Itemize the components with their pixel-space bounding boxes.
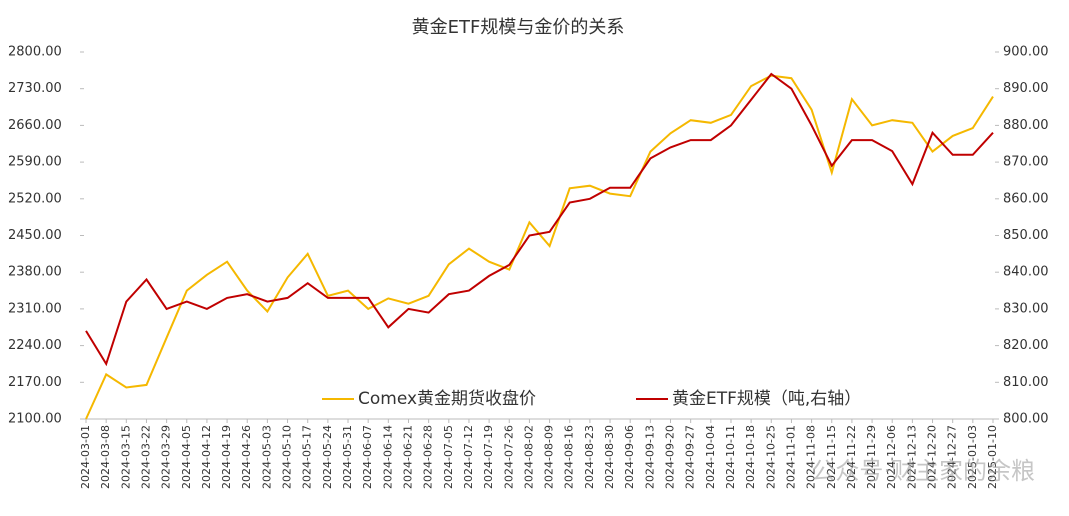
legend-label: 黄金ETF规模（吨,右轴）: [672, 389, 861, 409]
x-tick-label: 2024-11-22: [845, 425, 858, 489]
x-tick-label: 2024-06-14: [381, 425, 394, 489]
x-tick-label: 2024-03-22: [139, 425, 152, 489]
x-tick-label: 2024-03-15: [119, 425, 132, 489]
y-tick-label: 2800.00: [8, 45, 62, 60]
x-tick-label: 2024-04-05: [180, 425, 193, 489]
x-tick-label: 2024-11-08: [805, 425, 818, 489]
x-tick-label: 2024-05-03: [260, 425, 273, 489]
y2-tick-label: 820.00: [1003, 338, 1049, 353]
series-line: [85, 72, 994, 367]
x-tick-label: 2024-10-25: [764, 425, 777, 489]
x-tick-label: 2024-05-24: [321, 425, 334, 489]
x-tick-label: 2024-03-01: [79, 425, 92, 489]
x-tick-label: 2024-07-19: [482, 425, 495, 489]
x-tick-label: 2024-04-19: [220, 425, 233, 489]
x-tick-label: 2024-04-12: [200, 425, 213, 489]
x-tick-label: 2024-04-26: [240, 425, 253, 489]
x-tick-label: 2024-10-18: [744, 425, 757, 489]
y2-tick-label: 810.00: [1003, 375, 1049, 390]
x-tick-label: 2024-09-20: [664, 425, 677, 489]
x-tick-label: 2024-03-29: [160, 425, 173, 489]
y2-tick-label: 840.00: [1003, 265, 1049, 280]
x-tick-label: 2024-03-08: [99, 425, 112, 489]
y-tick-label: 2170.00: [8, 375, 62, 390]
x-tick-label: 2024-07-12: [462, 425, 475, 489]
x-tick-label: 2024-09-13: [643, 425, 656, 489]
x-tick-label: 2024-10-04: [704, 425, 717, 489]
y2-tick-label: 870.00: [1003, 155, 1049, 170]
y2-tick-label: 800.00: [1003, 412, 1049, 427]
y-tick-label: 2730.00: [8, 81, 62, 96]
y2-tick-label: 850.00: [1003, 228, 1049, 243]
x-tick-label: 2025-01-10: [986, 425, 999, 489]
y2-tick-label: 860.00: [1003, 191, 1049, 206]
x-tick-label: 2024-08-16: [563, 425, 576, 489]
y2-tick-label: 890.00: [1003, 81, 1049, 96]
x-tick-label: 2024-11-01: [784, 425, 797, 489]
legend-label: Comex黄金期货收盘价: [358, 389, 536, 409]
x-tick-label: 2024-07-26: [502, 425, 515, 489]
x-tick-label: 2024-08-09: [543, 425, 556, 489]
x-tick-label: 2024-08-30: [603, 425, 616, 489]
x-tick-label: 2024-06-28: [422, 425, 435, 489]
y2-tick-label: 880.00: [1003, 118, 1049, 133]
x-tick-label: 2024-11-15: [825, 425, 838, 489]
watermark: 公众号·财主家的余粮: [811, 457, 1035, 485]
y-tick-label: 2100.00: [8, 412, 62, 427]
y-tick-label: 2520.00: [8, 191, 62, 206]
series-line: [85, 74, 994, 420]
y2-tick-label: 830.00: [1003, 301, 1049, 316]
x-tick-label: 2024-09-27: [684, 425, 697, 489]
x-tick-label: 2024-12-06: [885, 425, 898, 489]
chart-title: 黄金ETF规模与金价的关系: [412, 17, 625, 38]
x-tick-label: 2024-12-27: [946, 425, 959, 489]
y-tick-label: 2450.00: [8, 228, 62, 243]
x-tick-label: 2025-01-03: [966, 425, 979, 489]
x-tick-label: 2024-05-31: [341, 425, 354, 489]
y-tick-label: 2380.00: [8, 265, 62, 280]
x-tick-label: 2024-09-06: [623, 425, 636, 489]
x-tick-label: 2024-06-21: [401, 425, 414, 489]
x-tick-label: 2024-05-17: [301, 425, 314, 489]
y-tick-label: 2240.00: [8, 338, 62, 353]
x-tick-label: 2024-11-29: [865, 425, 878, 489]
y-tick-label: 2660.00: [8, 118, 62, 133]
x-tick-label: 2024-05-10: [281, 425, 294, 489]
x-tick-label: 2024-10-11: [724, 425, 737, 489]
x-tick-label: 2024-12-13: [905, 425, 918, 489]
x-tick-label: 2024-08-02: [522, 425, 535, 489]
y-tick-label: 2590.00: [8, 155, 62, 170]
x-tick-label: 2024-06-07: [361, 425, 374, 489]
x-tick-label: 2024-07-05: [442, 425, 455, 489]
x-tick-label: 2024-12-20: [926, 425, 939, 489]
x-tick-label: 2024-08-23: [583, 425, 596, 489]
y2-tick-label: 900.00: [1003, 45, 1049, 60]
y-tick-label: 2310.00: [8, 301, 62, 316]
